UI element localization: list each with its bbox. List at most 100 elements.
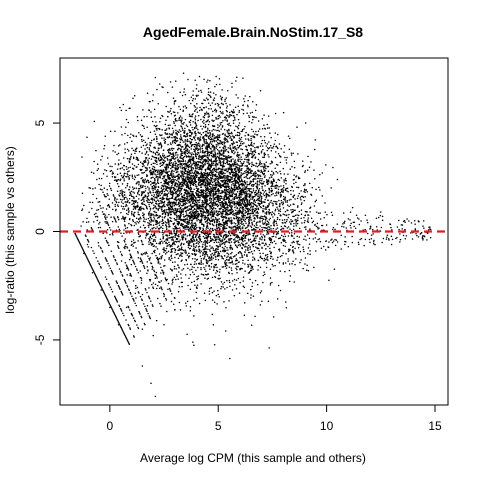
- data-point: [293, 232, 296, 235]
- data-point: [237, 188, 239, 191]
- data-point: [209, 193, 212, 195]
- data-point: [129, 192, 132, 195]
- data-point: [259, 145, 262, 147]
- data-point: [228, 191, 231, 193]
- data-point: [301, 165, 304, 168]
- data-point: [230, 253, 232, 255]
- data-point: [151, 194, 153, 196]
- data-point: [259, 225, 261, 227]
- data-point: [106, 205, 109, 207]
- data-point: [255, 189, 257, 192]
- data-point: [268, 219, 271, 221]
- data-point: [199, 205, 202, 207]
- data-point: [231, 251, 233, 254]
- data-point: [196, 147, 199, 149]
- data-point: [222, 208, 224, 211]
- data-point: [217, 259, 220, 261]
- data-point: [162, 242, 164, 244]
- data-point: [287, 173, 289, 175]
- data-point: [148, 211, 151, 213]
- data-point: [174, 152, 177, 154]
- data-point: [174, 80, 177, 82]
- data-point: [134, 208, 137, 210]
- data-point: [225, 211, 227, 214]
- data-point: [264, 189, 267, 192]
- data-point: [153, 138, 155, 140]
- data-point: [193, 247, 195, 250]
- data-point: [140, 282, 143, 284]
- data-point: [166, 185, 169, 188]
- data-point: [220, 234, 222, 237]
- data-point: [190, 162, 192, 164]
- data-point: [176, 220, 178, 223]
- data-point: [258, 204, 261, 207]
- data-point: [166, 239, 169, 241]
- data-point: [224, 162, 227, 165]
- data-point: [258, 180, 261, 183]
- data-point: [198, 154, 201, 157]
- data-point: [167, 288, 169, 291]
- data-point: [215, 272, 217, 274]
- data-point: [218, 278, 220, 280]
- data-point: [266, 253, 269, 256]
- data-point: [180, 281, 183, 284]
- data-point: [210, 187, 213, 189]
- data-point: [295, 181, 297, 183]
- data-point: [196, 172, 198, 175]
- data-point: [206, 245, 208, 248]
- data-point: [209, 131, 211, 134]
- data-point: [193, 145, 196, 148]
- data-point: [195, 269, 197, 272]
- data-point: [232, 158, 234, 160]
- data-point: [264, 226, 266, 229]
- data-point: [263, 201, 266, 203]
- data-point: [245, 192, 248, 194]
- data-point: [217, 117, 220, 120]
- data-point: [242, 112, 245, 115]
- data-point: [238, 124, 240, 127]
- data-point: [152, 162, 155, 165]
- data-point: [133, 207, 136, 209]
- data-point: [203, 266, 205, 269]
- points-layer: [74, 72, 432, 398]
- data-point: [236, 226, 239, 229]
- data-point: [284, 177, 287, 180]
- data-point: [262, 234, 265, 236]
- data-point: [235, 287, 238, 290]
- data-point: [225, 231, 227, 233]
- data-point: [254, 259, 256, 261]
- data-point: [95, 212, 97, 215]
- data-point: [244, 165, 246, 167]
- data-point: [188, 150, 190, 152]
- data-point: [250, 219, 253, 221]
- data-point: [199, 106, 201, 109]
- data-point: [212, 128, 215, 131]
- data-point: [223, 249, 226, 251]
- data-point: [160, 162, 162, 164]
- data-point: [200, 250, 202, 253]
- data-point: [253, 136, 256, 139]
- data-point: [96, 209, 98, 211]
- data-point: [181, 94, 184, 97]
- data-point: [155, 127, 158, 130]
- data-point: [259, 266, 262, 269]
- data-point: [232, 233, 234, 236]
- data-point: [283, 173, 286, 175]
- data-point: [195, 210, 198, 212]
- data-point: [244, 249, 247, 251]
- data-point: [196, 200, 199, 202]
- data-point: [146, 146, 149, 149]
- data-point: [170, 112, 173, 115]
- data-point: [152, 165, 154, 168]
- data-point: [303, 221, 306, 224]
- data-point: [205, 139, 208, 141]
- data-point: [287, 260, 289, 262]
- data-point: [166, 245, 168, 247]
- data-point: [185, 176, 187, 178]
- data-point: [214, 170, 217, 173]
- data-point: [254, 146, 256, 149]
- data-point: [158, 172, 161, 175]
- data-point: [191, 217, 193, 219]
- data-point: [141, 179, 144, 182]
- data-point: [197, 138, 199, 141]
